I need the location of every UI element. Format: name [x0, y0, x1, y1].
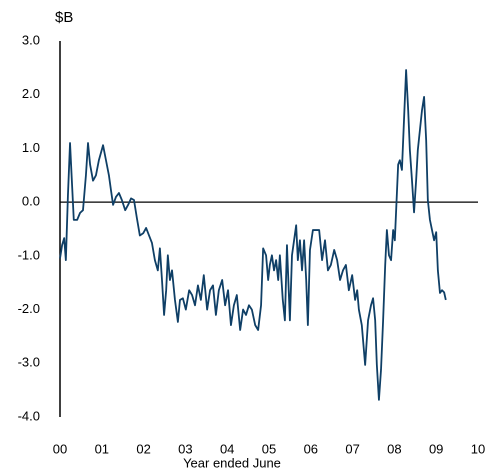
- x-tick-label: 08: [387, 441, 401, 456]
- x-tick-label: 06: [304, 441, 318, 456]
- y-unit-label: $B: [55, 9, 73, 26]
- y-tick-label: 3.0: [22, 32, 40, 47]
- y-tick-label: 2.0: [22, 86, 40, 101]
- y-tick-label: -4.0: [18, 408, 40, 423]
- data-line: [59, 69, 447, 401]
- y-tick-label: -3.0: [18, 355, 40, 370]
- x-tick-label: 04: [220, 441, 234, 456]
- x-tick-label: 02: [136, 441, 150, 456]
- x-tick-label: 01: [95, 441, 109, 456]
- y-tick-label: -1.0: [18, 247, 40, 262]
- x-tick-label: 03: [178, 441, 192, 456]
- y-tick-label: 1.0: [22, 140, 40, 155]
- x-tick-label: 07: [345, 441, 359, 456]
- y-tick-label: -2.0: [18, 301, 40, 316]
- x-tick-label: 10: [471, 441, 485, 456]
- x-axis-title: Year ended June: [183, 455, 281, 470]
- x-tick-label: 05: [262, 441, 276, 456]
- y-tick-label: 0.0: [22, 194, 40, 209]
- x-tick-label: 09: [429, 441, 443, 456]
- x-tick-label: 00: [53, 441, 67, 456]
